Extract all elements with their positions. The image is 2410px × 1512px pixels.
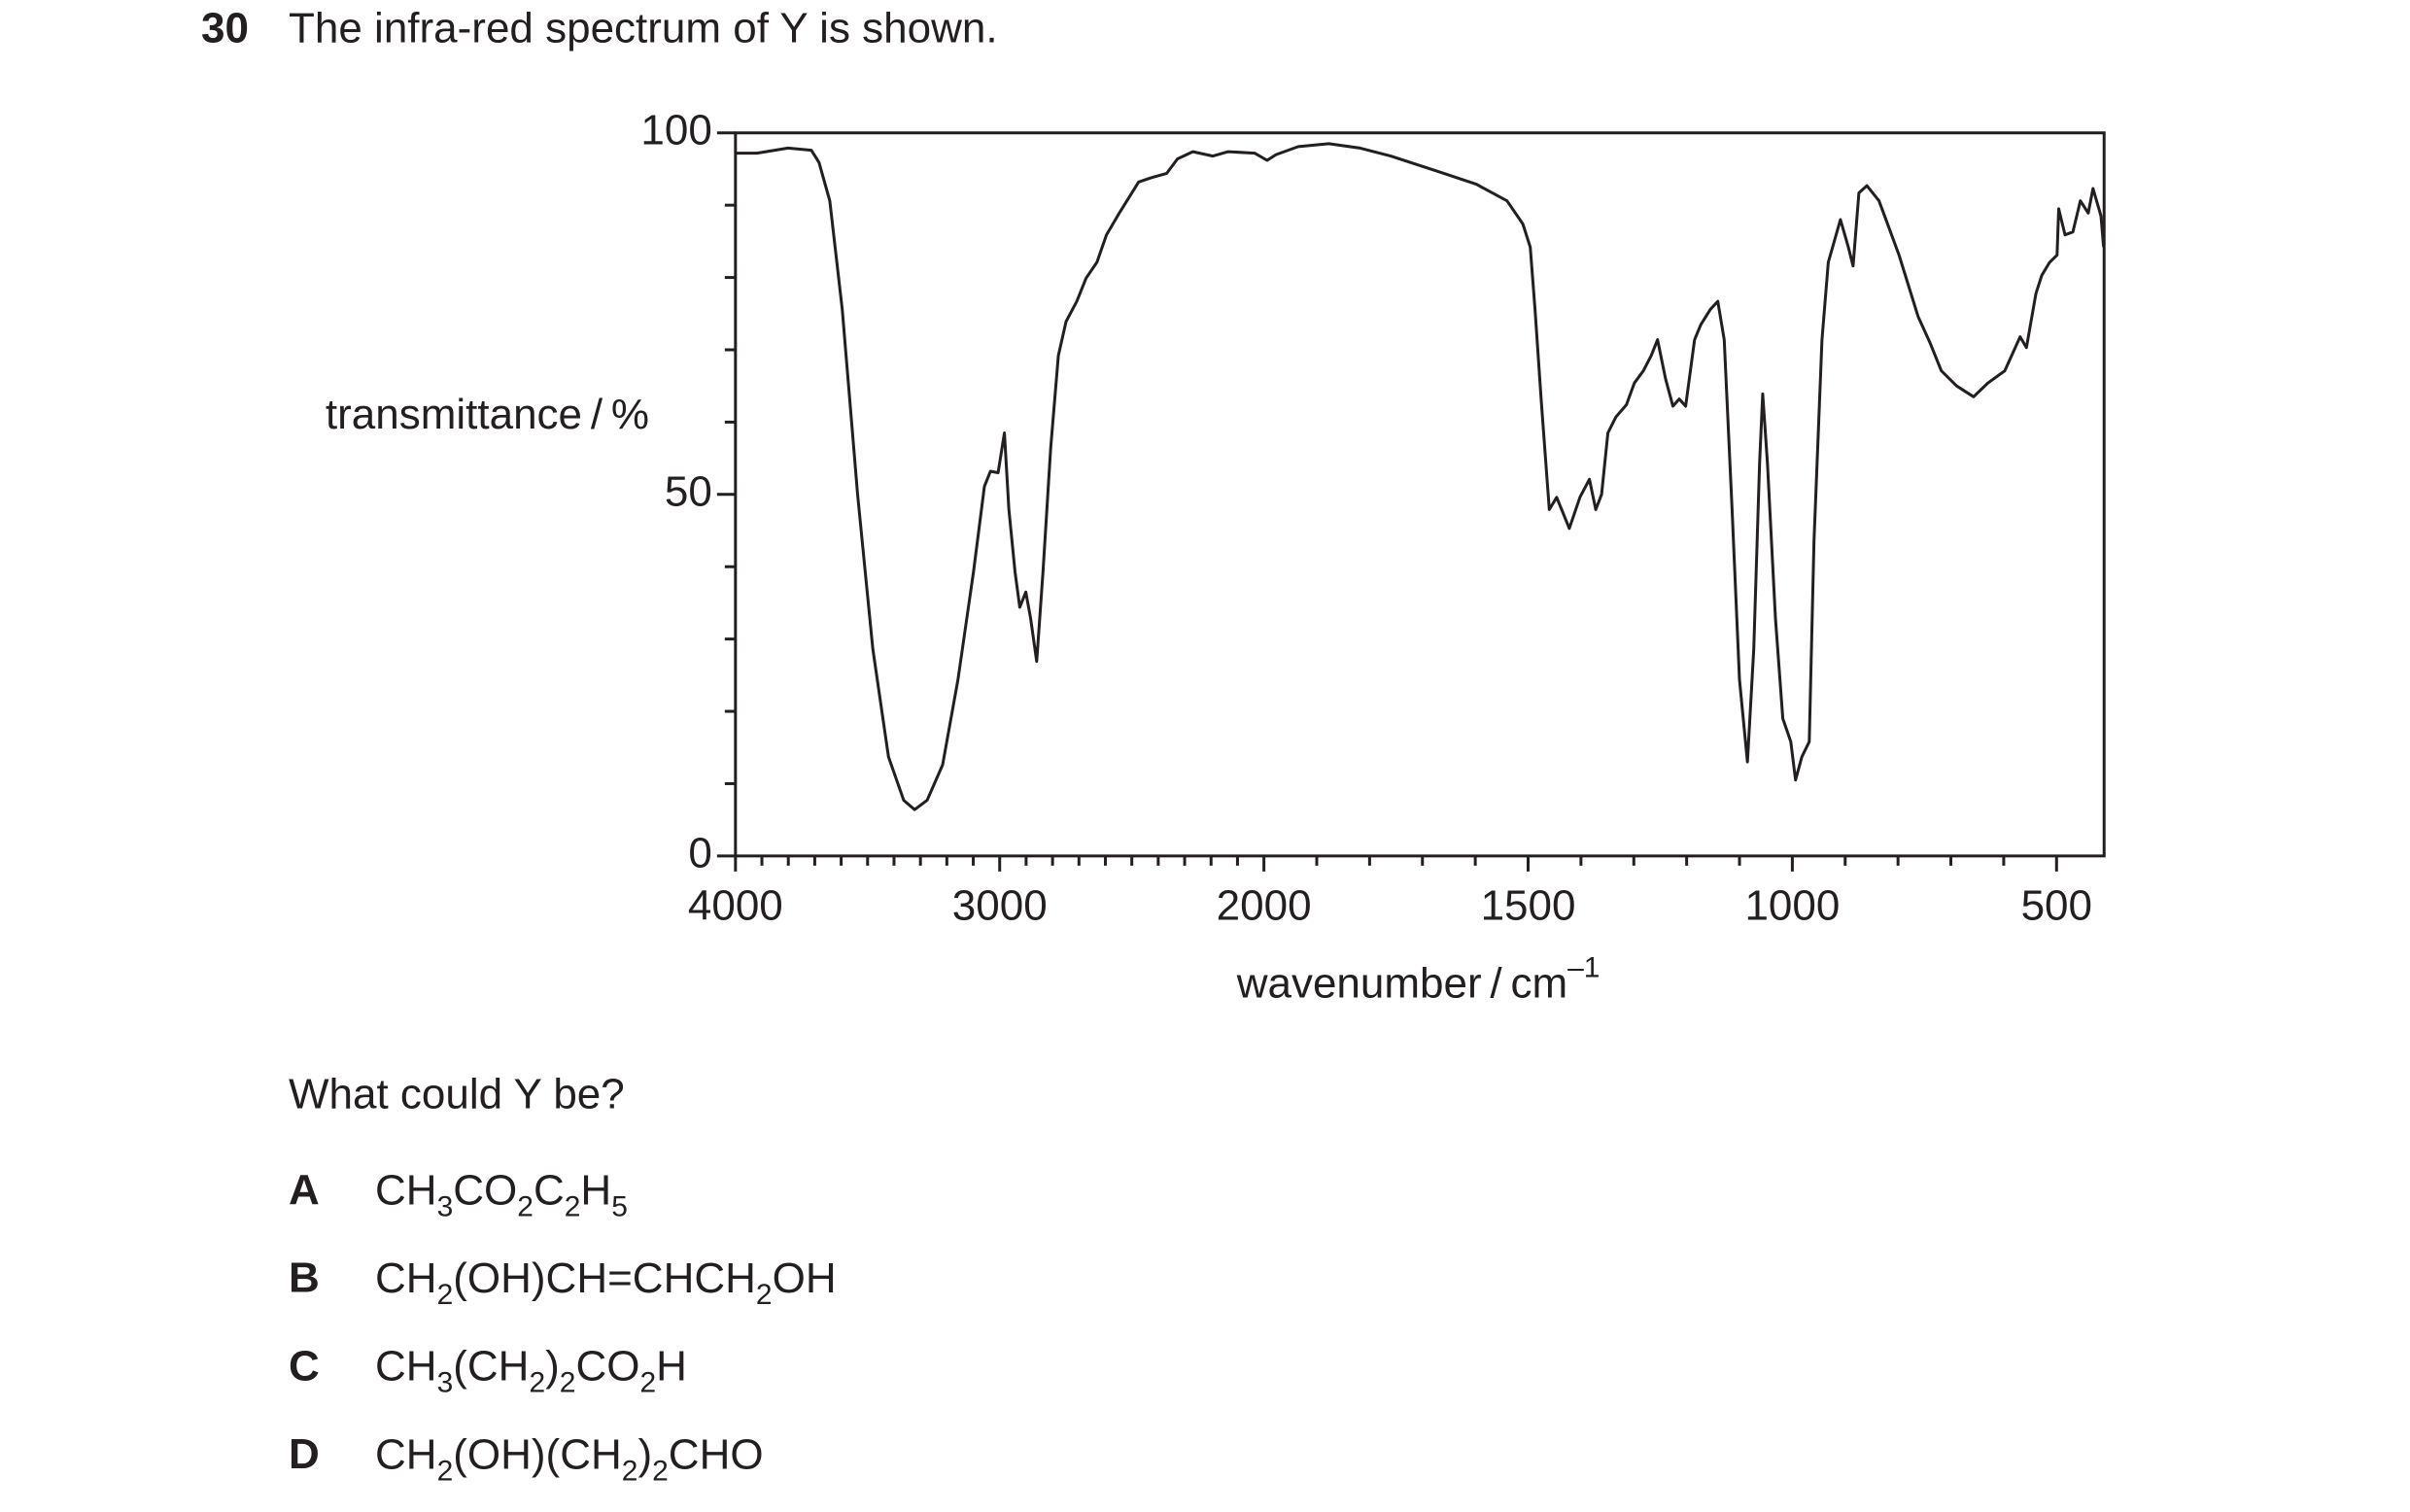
option-letter: C [289,1342,320,1390]
y-tick-label: 50 [665,467,712,515]
x-tick-label: 1500 [1481,882,1576,930]
formula-text: C [534,1166,565,1214]
plot-frame [734,131,2106,858]
question-text: The infra-red spectrum of Y is shown. [289,5,998,52]
formula-text: CH [375,1342,437,1390]
formula-text: (OH)CH=CHCH [453,1254,756,1302]
formula-text: H [580,1166,611,1214]
formula-text: OH [773,1254,837,1302]
formula-subscript: 2 [622,1456,638,1488]
formula-subscript: 2 [639,1367,656,1399]
spectrum-line [735,142,2106,811]
formula-subscript: 2 [437,1456,454,1488]
formula-subscript: 3 [437,1191,454,1223]
formula-subscript: 2 [652,1456,669,1488]
formula-subscript: 2 [560,1367,576,1399]
question-number: 30 [201,5,249,52]
y-tick-label: 100 [640,106,711,154]
formula-text: CH [375,1166,437,1214]
formula-text: CH [375,1254,437,1302]
x-axis-label: wavenumber / cm–1 [1236,952,1601,1007]
formula-text: ) [637,1430,652,1478]
formula-subscript: 5 [611,1191,628,1223]
x-tick-label: 4000 [688,882,783,930]
formula-text: CH [375,1430,437,1478]
option-formula: CH2(OH)(CH2)2CHO [375,1430,764,1488]
formula-text: CO [453,1166,517,1214]
option-letter: D [289,1430,320,1478]
formula-text: (CH [453,1342,529,1390]
y-tick-label: 0 [688,829,711,876]
x-tick-label: 1000 [1744,882,1840,930]
prompt: What could Y be? [289,1071,625,1118]
option-formula: CH2(OH)CH=CHCH2OH [375,1254,837,1312]
formula-subscript: 2 [756,1280,773,1312]
option-letter: B [289,1254,320,1302]
option-formula: CH3CO2C2H5 [375,1166,628,1223]
x-tick-label: 500 [2021,882,2092,930]
formula-text: (OH)(CH [453,1430,622,1478]
x-axis-label-text: wavenumber / cm [1236,959,1567,1007]
formula-text: H [656,1342,687,1390]
formula-text: ) [545,1342,560,1390]
formula-subscript: 3 [437,1367,454,1399]
formula-subscript: 2 [565,1191,581,1223]
formula-subscript: 2 [437,1280,454,1312]
x-tick-label: 3000 [952,882,1048,930]
formula-subscript: 2 [517,1191,534,1223]
formula-text: CHO [669,1430,764,1478]
x-axis-label-sup: –1 [1567,952,1600,984]
option-letter: A [289,1166,320,1214]
formula-subscript: 2 [529,1367,545,1399]
formula-text: CO [575,1342,639,1390]
x-tick-label: 2000 [1217,882,1312,930]
y-axis-label: transmittance / % [326,391,649,438]
option-formula: CH3(CH2)2CO2H [375,1342,687,1399]
